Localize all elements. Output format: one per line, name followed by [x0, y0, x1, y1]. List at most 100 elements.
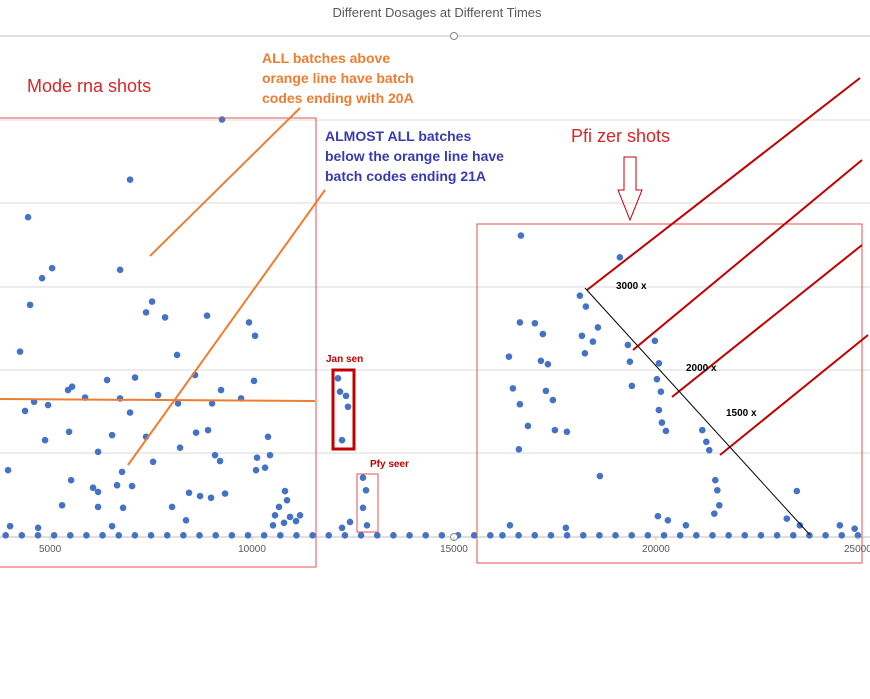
point	[89, 484, 97, 492]
point	[203, 312, 211, 320]
point	[21, 407, 29, 415]
point	[657, 388, 665, 396]
point	[624, 341, 632, 349]
point	[207, 494, 215, 502]
point	[783, 515, 791, 522]
point	[126, 176, 134, 183]
point	[176, 444, 184, 451]
point	[116, 266, 124, 274]
point	[38, 274, 46, 282]
point	[655, 360, 663, 367]
point	[334, 375, 342, 382]
point	[271, 511, 279, 519]
point	[524, 422, 532, 430]
point	[211, 451, 219, 459]
point	[48, 264, 56, 272]
x-tick-label: 20000	[642, 544, 670, 555]
point	[676, 532, 684, 539]
point	[108, 431, 116, 439]
point	[296, 511, 304, 519]
point	[131, 532, 139, 539]
grid	[0, 35, 870, 538]
point	[277, 532, 284, 539]
point	[261, 464, 269, 471]
annotation: ALL batches above	[262, 50, 390, 66]
point	[505, 353, 513, 360]
point	[154, 391, 162, 399]
point	[251, 332, 259, 340]
point	[838, 532, 846, 539]
point	[281, 487, 289, 495]
point	[119, 504, 127, 512]
point	[212, 532, 219, 539]
point	[644, 532, 652, 539]
point	[336, 388, 344, 396]
point	[260, 532, 268, 539]
point	[628, 382, 636, 390]
point	[822, 532, 829, 539]
x-tick-label: 10000	[238, 544, 266, 555]
point	[682, 522, 690, 529]
chart-title: Different Dosages at Different Times	[332, 5, 542, 20]
point	[594, 324, 602, 331]
point	[65, 428, 73, 436]
annotation: Mode rna shots	[27, 76, 151, 96]
point	[252, 466, 260, 474]
point	[2, 532, 9, 539]
x-tick-label: 25000	[844, 544, 870, 555]
point	[108, 522, 116, 530]
point	[517, 232, 525, 239]
point	[131, 374, 139, 381]
point	[531, 532, 539, 539]
point	[161, 314, 169, 321]
point	[118, 468, 126, 476]
point	[531, 319, 539, 327]
annotation: Pfy seer	[370, 459, 409, 470]
point	[658, 419, 666, 426]
point	[292, 517, 300, 525]
point	[168, 503, 176, 511]
point	[626, 358, 634, 365]
annotation: Jan sen	[326, 354, 363, 365]
point	[836, 522, 844, 529]
point	[612, 532, 619, 539]
point	[204, 426, 212, 434]
point	[149, 458, 157, 466]
point	[359, 474, 367, 482]
point	[712, 476, 719, 484]
point	[662, 427, 670, 435]
point	[216, 457, 224, 465]
point	[660, 532, 668, 539]
point	[806, 532, 813, 539]
point	[579, 532, 587, 539]
point	[651, 337, 659, 345]
point	[499, 532, 506, 539]
point	[26, 301, 34, 309]
point	[851, 525, 858, 532]
point	[221, 490, 229, 497]
point	[628, 532, 635, 539]
point	[34, 524, 42, 532]
point	[757, 532, 765, 539]
point	[515, 446, 523, 453]
point	[16, 348, 24, 355]
point	[245, 319, 253, 326]
point	[217, 386, 225, 394]
point	[44, 401, 52, 409]
annotation: codes ending with 20A	[262, 90, 414, 106]
point	[422, 532, 430, 539]
point	[547, 532, 555, 539]
point	[487, 532, 494, 539]
point	[6, 522, 14, 530]
point	[616, 253, 624, 261]
point	[94, 488, 102, 496]
x-tick-label: 15000	[440, 544, 468, 555]
point	[506, 522, 514, 529]
point	[185, 489, 193, 497]
point	[741, 532, 749, 539]
point	[653, 375, 661, 383]
point	[208, 400, 216, 407]
point	[551, 426, 559, 434]
point	[325, 532, 333, 539]
point	[516, 400, 524, 408]
